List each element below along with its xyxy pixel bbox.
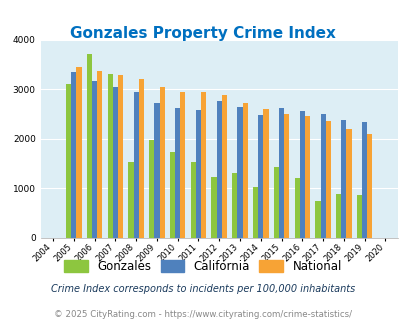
Bar	[284, 115, 289, 238]
Bar	[190, 162, 195, 238]
Bar	[242, 103, 247, 238]
Bar	[294, 178, 299, 238]
Bar	[87, 54, 92, 238]
Bar	[128, 162, 133, 238]
Bar	[278, 108, 284, 238]
Bar	[195, 110, 200, 238]
Bar	[71, 72, 76, 238]
Text: Gonzales Property Crime Index: Gonzales Property Crime Index	[70, 26, 335, 41]
Text: © 2025 CityRating.com - https://www.cityrating.com/crime-statistics/: © 2025 CityRating.com - https://www.city…	[54, 310, 351, 319]
Bar	[133, 92, 139, 238]
Bar	[341, 120, 345, 238]
Bar	[180, 92, 185, 238]
Bar	[263, 110, 268, 238]
Bar	[107, 74, 113, 238]
Bar	[325, 121, 330, 238]
Bar	[258, 115, 263, 238]
Bar	[304, 116, 309, 238]
Bar	[299, 111, 304, 238]
Bar	[211, 177, 216, 238]
Bar	[232, 173, 237, 238]
Bar	[221, 95, 226, 238]
Bar	[149, 140, 154, 238]
Bar	[252, 187, 258, 238]
Bar	[76, 67, 81, 238]
Bar	[139, 79, 144, 238]
Bar	[97, 71, 102, 238]
Bar	[175, 108, 180, 238]
Bar	[335, 194, 341, 238]
Bar	[216, 101, 221, 238]
Bar	[169, 152, 175, 238]
Bar	[113, 87, 118, 238]
Bar	[200, 92, 206, 238]
Bar	[154, 103, 159, 238]
Bar	[345, 129, 351, 238]
Bar	[361, 122, 367, 238]
Bar	[66, 84, 71, 238]
Legend: Gonzales, California, National: Gonzales, California, National	[59, 255, 346, 278]
Bar	[159, 87, 164, 238]
Bar	[237, 107, 242, 238]
Bar	[367, 134, 371, 238]
Bar	[118, 75, 123, 238]
Bar	[356, 194, 361, 238]
Bar	[273, 167, 278, 238]
Text: Crime Index corresponds to incidents per 100,000 inhabitants: Crime Index corresponds to incidents per…	[51, 284, 354, 294]
Bar	[315, 201, 320, 238]
Bar	[92, 81, 97, 238]
Bar	[320, 115, 325, 238]
